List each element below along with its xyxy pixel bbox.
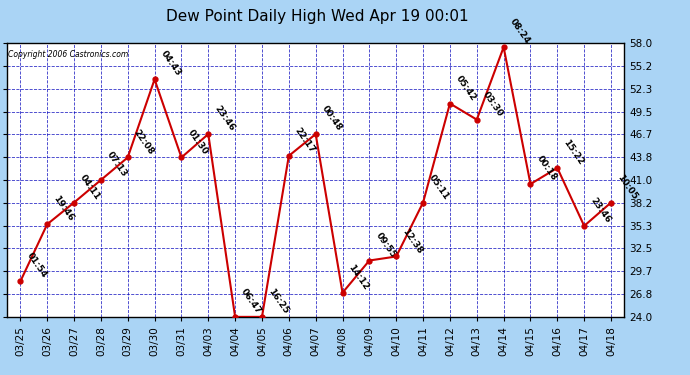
Text: 08:24: 08:24 [508,17,531,46]
Text: 04:11: 04:11 [78,172,102,201]
Text: 06:47: 06:47 [239,287,263,315]
Text: 05:42: 05:42 [454,74,478,102]
Text: 00:48: 00:48 [320,104,344,133]
Text: 01:54: 01:54 [24,252,48,280]
Text: Copyright 2006 Castronics.com: Copyright 2006 Castronics.com [8,50,128,59]
Text: 23:46: 23:46 [589,196,612,225]
Text: 19:46: 19:46 [51,194,75,223]
Text: 22:08: 22:08 [132,128,156,156]
Text: 00:18: 00:18 [535,154,558,183]
Text: 22:17: 22:17 [293,126,317,154]
Text: 01:30: 01:30 [186,128,209,156]
Text: Dew Point Daily High Wed Apr 19 00:01: Dew Point Daily High Wed Apr 19 00:01 [166,9,469,24]
Text: 10:05: 10:05 [615,173,639,201]
Text: 03:30: 03:30 [481,90,504,118]
Text: 23:46: 23:46 [213,104,236,133]
Text: 12:38: 12:38 [400,226,424,255]
Text: 05:11: 05:11 [427,172,451,201]
Text: 15:22: 15:22 [562,138,585,166]
Text: 14:12: 14:12 [346,262,371,291]
Text: 09:55: 09:55 [373,231,397,259]
Text: 07:13: 07:13 [105,150,129,178]
Text: 16:25: 16:25 [266,287,290,315]
Text: 04:43: 04:43 [159,49,183,78]
